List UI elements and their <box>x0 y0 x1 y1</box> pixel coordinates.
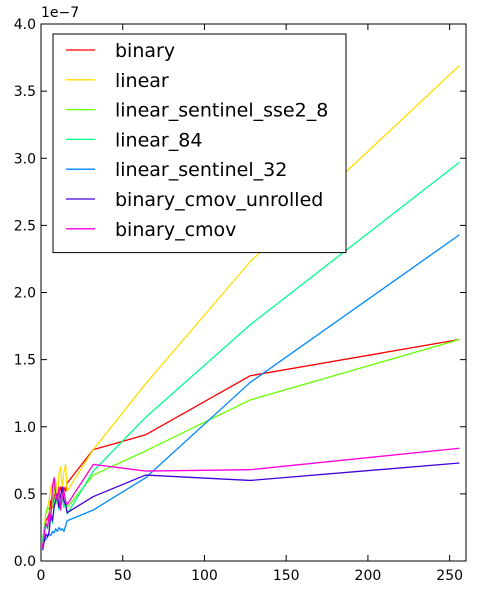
x-tick-label: 150 <box>273 568 300 584</box>
y-offset-label: 1e−7 <box>41 5 79 21</box>
y-tick-label: 0.5 <box>14 487 36 503</box>
y-tick-label: 3.5 <box>14 84 36 100</box>
series-line-linear-sentinel-sse2-8 <box>41 338 460 539</box>
axes: 0 50 100 150 200 250 0.0 0.5 1.0 1.5 2.0 2.5 3.0 3.5 4… <box>14 17 467 584</box>
y-tick-label: 4.0 <box>14 17 36 33</box>
y-tick-label: 1.5 <box>14 353 36 369</box>
x-tick-label: 50 <box>114 568 132 584</box>
y-tick-label: 1.0 <box>14 420 36 436</box>
legend: binary linear linear_sentinel_sse2_8linear… <box>52 33 347 254</box>
legend-label-binary-cmov: binary_cmov <box>115 219 236 241</box>
series-line-binary <box>41 338 460 548</box>
series-line-linear-sentinel-32 <box>42 234 460 546</box>
legend-label-binary-cmov-unrolled: binary_cmov_unrolled <box>115 189 323 211</box>
legend-label-binary: binary <box>115 40 175 62</box>
x-tick-label: 0 <box>37 568 46 584</box>
legend-label-linear: linear <box>115 70 169 92</box>
legend-label-linear-sentinel-sse2-8: linear_sentinel_sse2_8 <box>115 100 328 122</box>
y-tick-label: 3.0 <box>14 151 36 167</box>
y-tick-label: 0.0 <box>14 554 36 570</box>
x-tick-label: 200 <box>355 568 382 584</box>
legend-label-linear-sentinel-32: linear_sentinel_32 <box>115 159 287 181</box>
y-tick-label: 2.5 <box>14 218 36 234</box>
legend-label-linear-84: linear_84 <box>115 129 202 151</box>
x-tick-label: 250 <box>436 568 463 584</box>
series-line-binary-cmov <box>41 447 460 548</box>
x-tick-label: 100 <box>191 568 218 584</box>
series-layer <box>41 65 460 551</box>
series-line-linear <box>41 65 460 544</box>
legend-box <box>52 33 347 254</box>
series-line-binary-cmov-unrolled <box>41 462 460 551</box>
y-tick-label: 2.0 <box>14 286 36 302</box>
